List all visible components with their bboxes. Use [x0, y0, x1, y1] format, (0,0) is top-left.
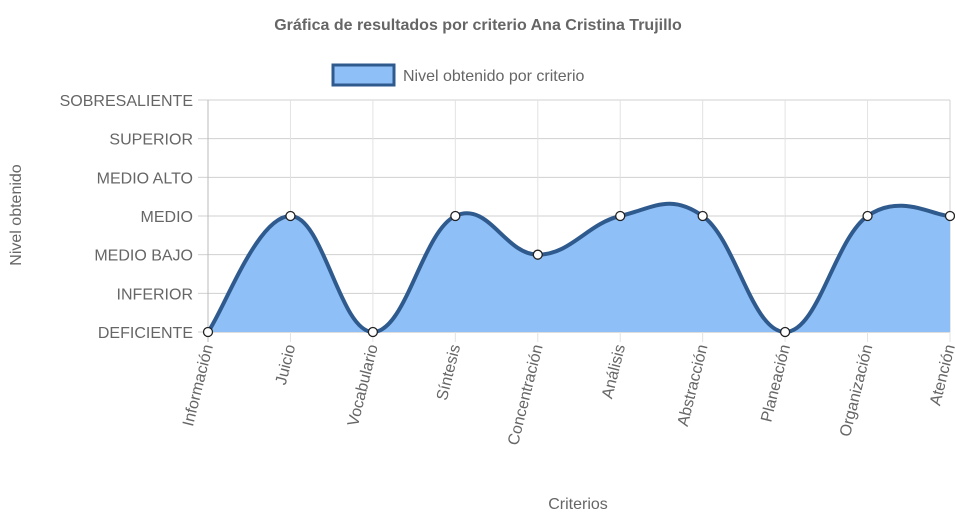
data-point[interactable]	[944, 210, 955, 222]
data-point[interactable]	[367, 326, 379, 338]
x-tick-label: Concentración	[505, 343, 546, 447]
series-line	[206, 201, 951, 335]
legend-label: Nivel obtenido por criterio	[403, 68, 585, 85]
x-tick-label: Planeación	[758, 343, 794, 424]
x-tick-label: Análisis	[599, 343, 629, 401]
y-axis-title: Nivel obtenido	[8, 164, 25, 266]
data-point[interactable]	[862, 210, 873, 222]
y-tick-label: SUPERIOR	[109, 132, 193, 149]
x-axis-ticks: Información Juicio Vocabulario Síntesis Conc…	[180, 343, 955, 447]
legend[interactable]: Nivel obtenido por criterio	[331, 63, 585, 87]
data-point[interactable]	[779, 326, 791, 338]
data-point[interactable]	[450, 210, 461, 222]
y-tick-label: MEDIO ALTO	[97, 170, 193, 187]
series-fill	[208, 203, 950, 332]
y-tick-label: INFERIOR	[117, 286, 193, 303]
x-tick-label: Abstracción	[675, 343, 712, 428]
y-axis-ticks: DEFICIENTE INFERIOR MEDIO BAJO MEDIO MEDIO A…	[60, 93, 193, 342]
series-area	[206, 201, 951, 335]
x-tick-label: Atención	[927, 343, 955, 408]
data-point[interactable]	[532, 249, 543, 260]
chart-title: Gráfica de resultados por criterio Ana C…	[274, 17, 682, 34]
y-tick-label: MEDIO BAJO	[94, 248, 193, 265]
x-axis-title: Criterios	[548, 496, 608, 513]
y-tick-label: SOBRESALIENTE	[60, 93, 193, 110]
x-tick-label: Vocabulario	[345, 343, 382, 428]
data-point[interactable]	[285, 210, 296, 222]
data-point[interactable]	[615, 210, 626, 222]
data-point[interactable]	[202, 326, 214, 338]
x-tick-label: Organización	[837, 343, 876, 439]
data-point[interactable]	[697, 210, 708, 222]
data-points	[202, 210, 955, 338]
y-tick-label: DEFICIENTE	[98, 325, 193, 342]
x-tick-label: Juicio	[273, 343, 299, 387]
x-tick-label: Síntesis	[434, 343, 464, 402]
legend-swatch	[331, 63, 396, 87]
x-tick-label: Información	[180, 343, 217, 428]
y-tick-label: MEDIO	[141, 209, 193, 226]
